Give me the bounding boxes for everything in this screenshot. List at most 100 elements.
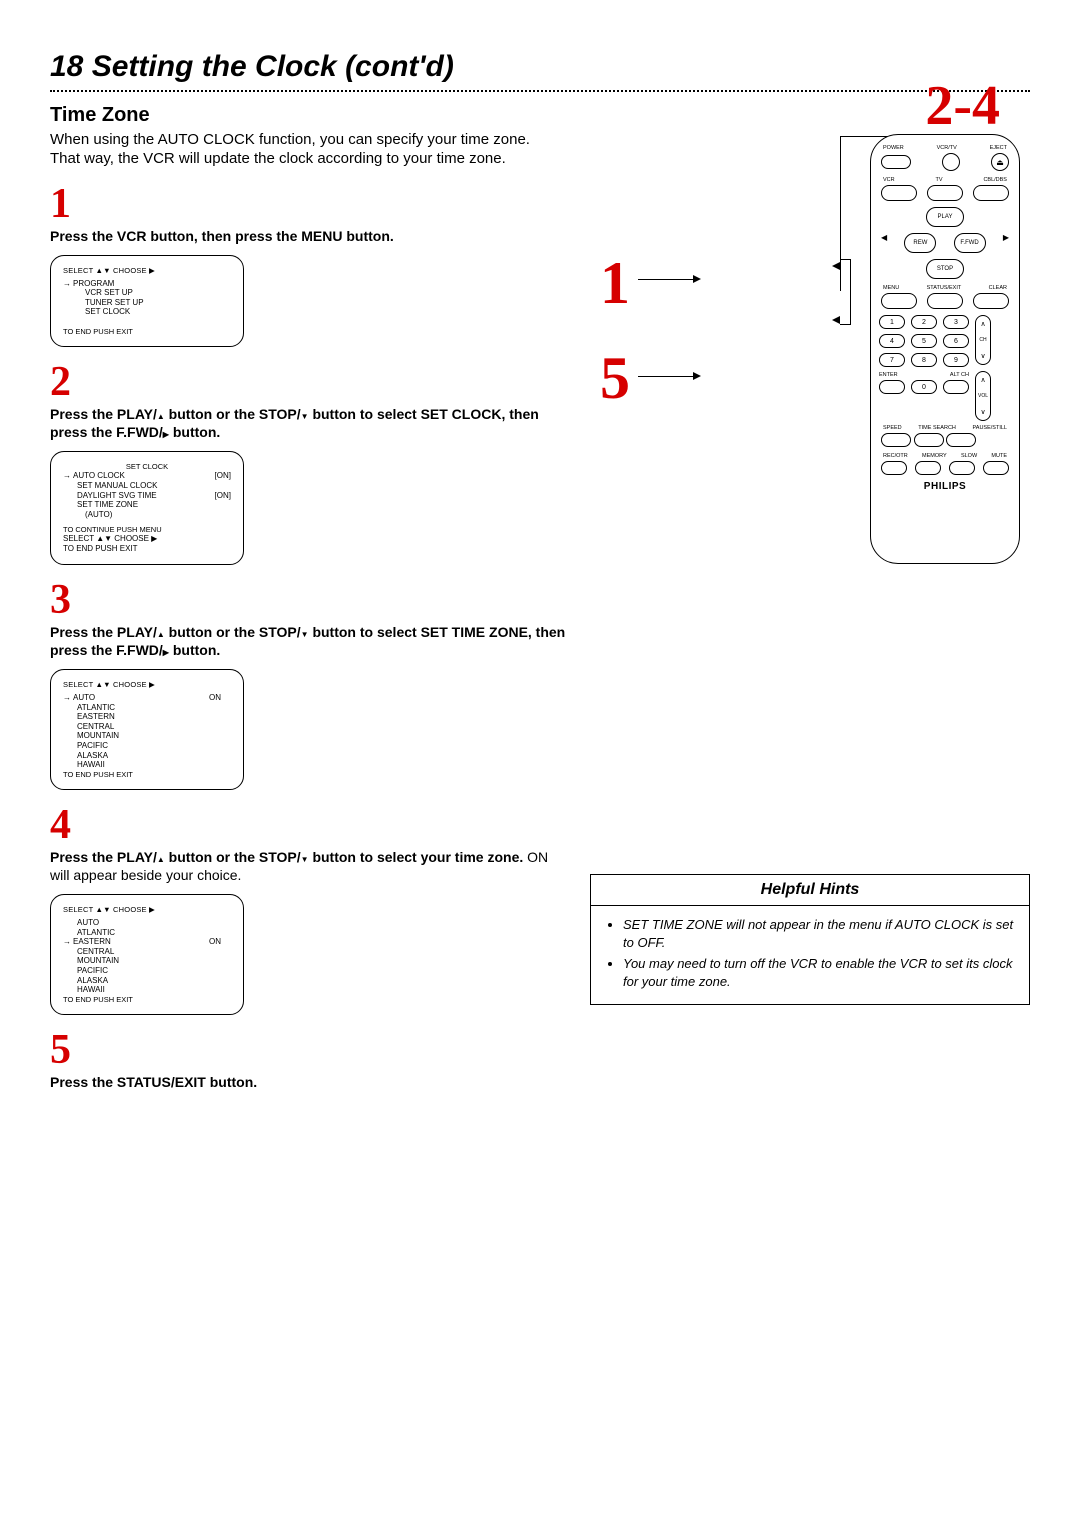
lbl-vcrtv: VCR/TV <box>937 145 957 151</box>
screen-3-item-3: CENTRAL <box>63 722 231 732</box>
screen-4-item-2: EASTERN <box>63 937 111 947</box>
section-heading: Time Zone <box>50 104 570 127</box>
step-1-text: Press the VCR button, then press the MEN… <box>50 227 570 245</box>
clear-button[interactable] <box>973 293 1009 309</box>
remote: POWER VCR/TV EJECT ⏏ VCR TV CBL/DBS <box>870 134 1020 564</box>
screen-2-item-3: SET TIME ZONE <box>63 500 138 510</box>
stop-button[interactable]: STOP <box>926 259 964 279</box>
key-altch[interactable] <box>943 380 969 394</box>
step-2-number: 2 <box>50 361 570 403</box>
step-3-number: 3 <box>50 579 570 621</box>
screen-2-foot1: TO CONTINUE PUSH MENU <box>63 525 231 534</box>
hint-item-1: You may need to turn off the VCR to enab… <box>623 955 1015 990</box>
remote-area: POWER VCR/TV EJECT ⏏ VCR TV CBL/DBS <box>590 134 1030 564</box>
screen-1-footer: TO END PUSH EXIT <box>63 327 231 336</box>
ch-rocker[interactable]: ∧CH∨ <box>975 315 991 365</box>
step-5-number: 5 <box>50 1029 570 1071</box>
hints-box: Helpful Hints SET TIME ZONE will not app… <box>590 874 1030 1005</box>
eject-button[interactable]: ⏏ <box>991 153 1009 171</box>
screen-2-foot3: TO END PUSH EXIT <box>63 544 231 554</box>
lbl-menu: MENU <box>883 285 899 291</box>
screen-2-item-0: AUTO CLOCK <box>63 471 125 481</box>
mute-button[interactable] <box>983 461 1009 475</box>
screen-2-foot2: SELECT ▲▼ CHOOSE ▶ <box>63 534 231 544</box>
screen-4: SELECT ▲▼ CHOOSE ▶ AUTO ATLANTIC EASTERN… <box>50 894 244 1015</box>
play-button[interactable]: PLAY <box>926 207 964 227</box>
screen-4-item-0: AUTO <box>63 918 231 928</box>
key-8[interactable]: 8 <box>911 353 937 367</box>
ffwd-button[interactable]: F.FWD <box>954 233 986 253</box>
screen-1-item-1: VCR SET UP <box>63 288 231 298</box>
power-button[interactable] <box>881 155 911 169</box>
screen-4-item-5: PACIFIC <box>63 966 231 976</box>
screen-1: SELECT ▲▼ CHOOSE ▶ PROGRAM VCR SET UP TU… <box>50 255 244 347</box>
lbl-statusexit: STATUS/EXIT <box>927 285 962 291</box>
screen-3-item-6: ALASKA <box>63 751 231 761</box>
hints-body: SET TIME ZONE will not appear in the men… <box>591 906 1029 1004</box>
screen-2-title: SET CLOCK <box>63 462 231 471</box>
lbl-recotr: REC/OTR <box>883 453 908 459</box>
statusexit-button[interactable] <box>927 293 963 309</box>
ffwd-right-icon: ▶ <box>1003 233 1009 253</box>
lbl-altch: ALT CH <box>950 372 969 378</box>
screen-4-header: SELECT ▲▼ CHOOSE ▶ <box>63 905 231 914</box>
key-2[interactable]: 2 <box>911 315 937 329</box>
hints-title: Helpful Hints <box>591 875 1029 906</box>
pausestill-button[interactable] <box>946 433 976 447</box>
screen-1-item-2: TUNER SET UP <box>63 298 231 308</box>
key-0[interactable]: 0 <box>911 380 937 394</box>
screen-4-item-3: CENTRAL <box>63 947 231 957</box>
page-title: 18 Setting the Clock (cont'd) <box>50 50 1030 84</box>
vcr-button[interactable] <box>881 185 917 201</box>
lbl-vcr: VCR <box>883 177 895 183</box>
cbldbs-button[interactable] <box>973 185 1009 201</box>
key-6[interactable]: 6 <box>943 334 969 348</box>
screen-2: SET CLOCK AUTO CLOCK[ON] SET MANUAL CLOC… <box>50 451 244 564</box>
key-enter[interactable] <box>879 380 905 394</box>
screen-3-item-7: HAWAII <box>63 760 231 770</box>
lbl-pausestill: PAUSE/STILL <box>973 425 1007 431</box>
memory-button[interactable] <box>915 461 941 475</box>
screen-3-item-4: MOUNTAIN <box>63 731 231 741</box>
lbl-tv: TV <box>936 177 943 183</box>
lbl-slow: SLOW <box>961 453 977 459</box>
screen-3: SELECT ▲▼ CHOOSE ▶ AUTOON ATLANTIC EASTE… <box>50 669 244 790</box>
key-4[interactable]: 4 <box>879 334 905 348</box>
screen-4-item-1: ATLANTIC <box>63 928 231 938</box>
rew-button[interactable]: REW <box>904 233 936 253</box>
screen-3-item-0: AUTO <box>63 693 95 703</box>
screen-2-item-1: SET MANUAL CLOCK <box>63 481 157 491</box>
recotr-button[interactable] <box>881 461 907 475</box>
step-2-text: Press the PLAY/ button or the STOP/ butt… <box>50 405 570 441</box>
vol-rocker[interactable]: ∧VOL∨ <box>975 371 991 421</box>
lbl-power: POWER <box>883 145 904 151</box>
hint-item-0: SET TIME ZONE will not appear in the men… <box>623 916 1015 951</box>
screen-4-footer: TO END PUSH EXIT <box>63 995 231 1004</box>
key-7[interactable]: 7 <box>879 353 905 367</box>
screen-1-header: SELECT ▲▼ CHOOSE ▶ <box>63 266 231 275</box>
lbl-memory: MEMORY <box>922 453 947 459</box>
lbl-cbldbs: CBL/DBS <box>983 177 1007 183</box>
vcrtv-button[interactable] <box>942 153 960 171</box>
screen-3-item-1: ATLANTIC <box>63 703 231 713</box>
right-column: 2-4 1 5 POWER VCR/TV EJECT ⏏ <box>590 104 1030 1091</box>
menu-button[interactable] <box>881 293 917 309</box>
timesearch-button[interactable] <box>914 433 944 447</box>
tv-button[interactable] <box>927 185 963 201</box>
lbl-timesearch: TIME SEARCH <box>918 425 956 431</box>
screen-3-header: SELECT ▲▼ CHOOSE ▶ <box>63 680 231 689</box>
screen-3-footer: TO END PUSH EXIT <box>63 770 231 779</box>
key-9[interactable]: 9 <box>943 353 969 367</box>
key-1[interactable]: 1 <box>879 315 905 329</box>
key-5[interactable]: 5 <box>911 334 937 348</box>
screen-3-item-5: PACIFIC <box>63 741 231 751</box>
speed-button[interactable] <box>881 433 911 447</box>
slow-button[interactable] <box>949 461 975 475</box>
keypad: 1 2 3 4 5 6 7 8 9 <box>879 315 969 399</box>
key-3[interactable]: 3 <box>943 315 969 329</box>
step-5-text: Press the STATUS/EXIT button. <box>50 1073 570 1091</box>
lbl-speed: SPEED <box>883 425 902 431</box>
step-4-number: 4 <box>50 804 570 846</box>
step-4-text: Press the PLAY/ button or the STOP/ butt… <box>50 848 570 884</box>
screen-1-item-3: SET CLOCK <box>63 307 231 317</box>
